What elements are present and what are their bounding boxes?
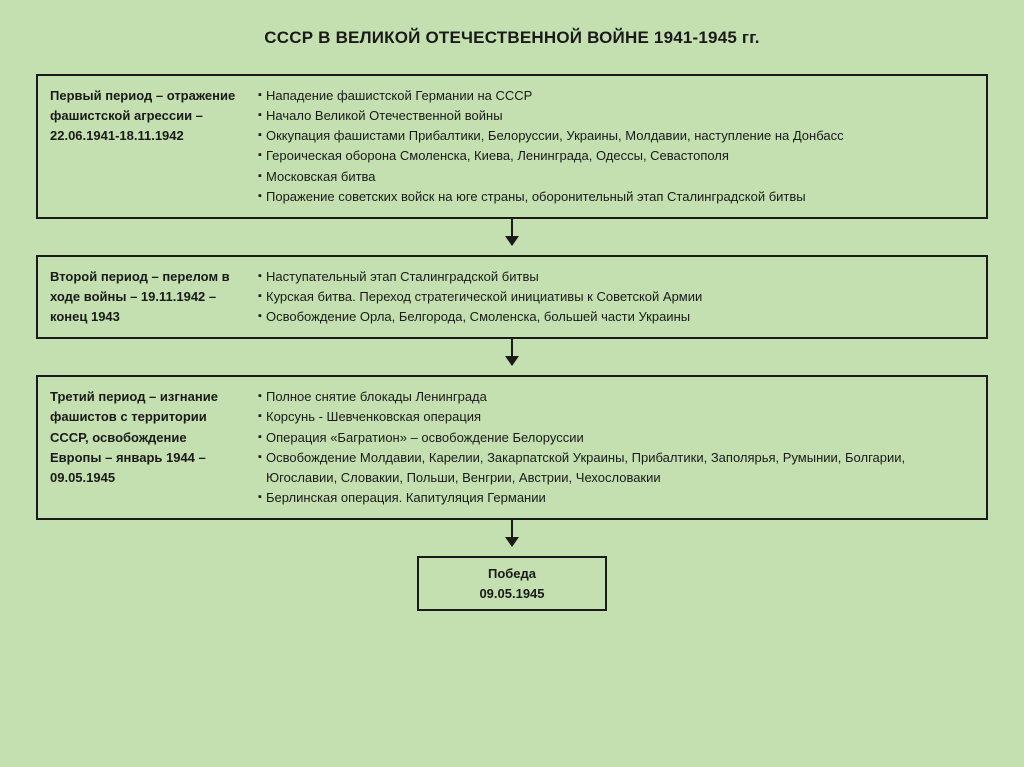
bullet-icon: ▪	[258, 146, 266, 164]
event-item: ▪Полное снятие блокады Ленинграда	[258, 387, 974, 407]
event-text: Начало Великой Отечественной войны	[266, 106, 974, 126]
event-item: ▪Поражение советских войск на юге страны…	[258, 187, 974, 207]
event-item: ▪Освобождение Молдавии, Карелии, Закарпа…	[258, 448, 974, 488]
victory-box: Победа 09.05.1945	[417, 556, 606, 611]
event-text: Героическая оборона Смоленска, Киева, Ле…	[266, 146, 974, 166]
event-text: Московская битва	[266, 167, 974, 187]
event-item: ▪Нападение фашистской Германии на СССР	[258, 86, 974, 106]
period-box-3: Третий период – изгнание фашистов с терр…	[36, 375, 988, 520]
event-text: Нападение фашистской Германии на СССР	[266, 86, 974, 106]
period-3-label: Третий период – изгнание фашистов с терр…	[38, 377, 248, 518]
period-1-label: Первый период – отражение фашистской агр…	[38, 76, 248, 217]
event-item: ▪Курская битва. Переход стратегической и…	[258, 287, 974, 307]
event-item: ▪Наступательный этап Сталинградской битв…	[258, 267, 974, 287]
event-item: ▪Освобождение Орла, Белгорода, Смоленска…	[258, 307, 974, 327]
arrow-to-victory	[36, 520, 988, 556]
bullet-icon: ▪	[258, 488, 266, 506]
victory-label: Победа	[479, 564, 544, 584]
bullet-icon: ▪	[258, 267, 266, 285]
event-item: ▪Оккупация фашистами Прибалтики, Белорус…	[258, 126, 974, 146]
arrow-2	[36, 339, 988, 375]
period-1-events: ▪Нападение фашистской Германии на СССР▪Н…	[248, 76, 986, 217]
bullet-icon: ▪	[258, 106, 266, 124]
event-text: Корсунь - Шевченковская операция	[266, 407, 974, 427]
bullet-icon: ▪	[258, 448, 266, 466]
bullet-icon: ▪	[258, 167, 266, 185]
bullet-icon: ▪	[258, 86, 266, 104]
arrow-1	[36, 219, 988, 255]
event-text: Оккупация фашистами Прибалтики, Белорусс…	[266, 126, 974, 146]
event-item: ▪Операция «Багратион» – освобождение Бел…	[258, 428, 974, 448]
event-text: Берлинская операция. Капитуляция Германи…	[266, 488, 974, 508]
bullet-icon: ▪	[258, 387, 266, 405]
event-item: ▪Корсунь - Шевченковская операция	[258, 407, 974, 427]
event-item: ▪Начало Великой Отечественной войны	[258, 106, 974, 126]
period-box-2: Второй период – перелом в ходе войны – 1…	[36, 255, 988, 339]
event-text: Операция «Багратион» – освобождение Бело…	[266, 428, 974, 448]
event-item: ▪Героическая оборона Смоленска, Киева, Л…	[258, 146, 974, 166]
period-box-1: Первый период – отражение фашистской агр…	[36, 74, 988, 219]
bullet-icon: ▪	[258, 307, 266, 325]
victory-wrap: Победа 09.05.1945	[36, 556, 988, 611]
victory-date: 09.05.1945	[479, 584, 544, 604]
bullet-icon: ▪	[258, 407, 266, 425]
event-text: Освобождение Орла, Белгорода, Смоленска,…	[266, 307, 974, 327]
bullet-icon: ▪	[258, 428, 266, 446]
event-text: Курская битва. Переход стратегической ин…	[266, 287, 974, 307]
bullet-icon: ▪	[258, 126, 266, 144]
period-2-events: ▪Наступательный этап Сталинградской битв…	[248, 257, 986, 337]
period-2-label: Второй период – перелом в ходе войны – 1…	[38, 257, 248, 337]
event-text: Поражение советских войск на юге страны,…	[266, 187, 974, 207]
event-text: Освобождение Молдавии, Карелии, Закарпат…	[266, 448, 974, 488]
event-text: Наступательный этап Сталинградской битвы	[266, 267, 974, 287]
event-text: Полное снятие блокады Ленинграда	[266, 387, 974, 407]
event-item: ▪Берлинская операция. Капитуляция Герман…	[258, 488, 974, 508]
periods-container: Первый период – отражение фашистской агр…	[36, 74, 988, 520]
event-item: ▪Московская битва	[258, 167, 974, 187]
page-title: СССР В ВЕЛИКОЙ ОТЕЧЕСТВЕННОЙ ВОЙНЕ 1941-…	[36, 28, 988, 48]
bullet-icon: ▪	[258, 187, 266, 205]
bullet-icon: ▪	[258, 287, 266, 305]
period-3-events: ▪Полное снятие блокады Ленинграда▪Корсун…	[248, 377, 986, 518]
